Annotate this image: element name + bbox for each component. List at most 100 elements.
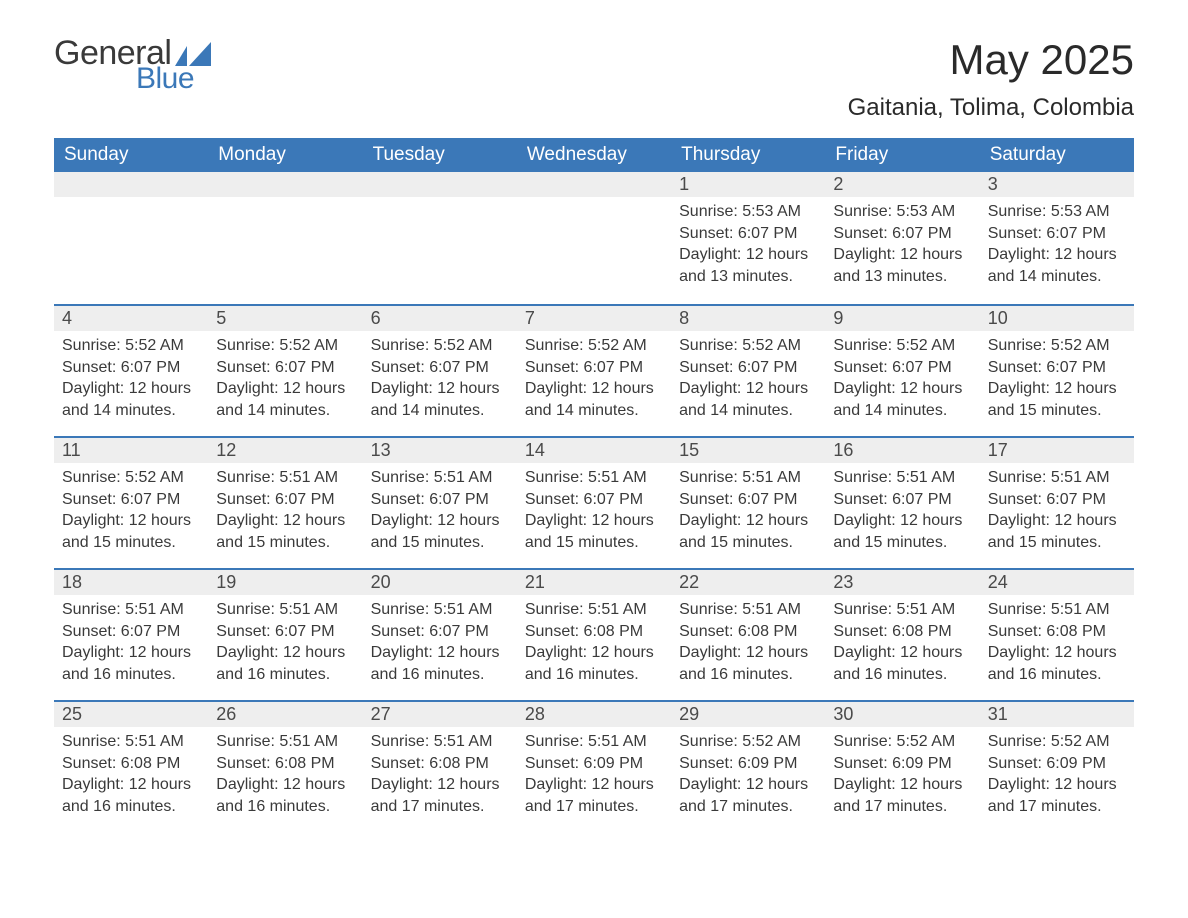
calendar-day-cell: 7Sunrise: 5:52 AMSunset: 6:07 PMDaylight… — [517, 304, 671, 436]
calendar-table: Sunday Monday Tuesday Wednesday Thursday… — [54, 138, 1134, 832]
calendar-day-cell: 20Sunrise: 5:51 AMSunset: 6:07 PMDayligh… — [363, 568, 517, 700]
calendar-day-cell: 24Sunrise: 5:51 AMSunset: 6:08 PMDayligh… — [980, 568, 1134, 700]
calendar-day-cell: 12Sunrise: 5:51 AMSunset: 6:07 PMDayligh… — [208, 436, 362, 568]
day-details: Sunrise: 5:52 AMSunset: 6:09 PMDaylight:… — [825, 727, 979, 827]
calendar-week-row: 1Sunrise: 5:53 AMSunset: 6:07 PMDaylight… — [54, 172, 1134, 304]
day-details: Sunrise: 5:52 AMSunset: 6:07 PMDaylight:… — [825, 331, 979, 431]
day-details: Sunrise: 5:51 AMSunset: 6:07 PMDaylight:… — [825, 463, 979, 563]
calendar-week-row: 4Sunrise: 5:52 AMSunset: 6:07 PMDaylight… — [54, 304, 1134, 436]
day-number: 4 — [54, 304, 208, 331]
day-details: Sunrise: 5:51 AMSunset: 6:09 PMDaylight:… — [517, 727, 671, 827]
day-details: Sunrise: 5:52 AMSunset: 6:07 PMDaylight:… — [54, 463, 208, 563]
calendar-day-cell: 28Sunrise: 5:51 AMSunset: 6:09 PMDayligh… — [517, 700, 671, 832]
calendar-day-cell: 9Sunrise: 5:52 AMSunset: 6:07 PMDaylight… — [825, 304, 979, 436]
day-number: 13 — [363, 436, 517, 463]
calendar-day-cell: 6Sunrise: 5:52 AMSunset: 6:07 PMDaylight… — [363, 304, 517, 436]
day-number — [363, 172, 517, 197]
day-details: Sunrise: 5:52 AMSunset: 6:07 PMDaylight:… — [517, 331, 671, 431]
day-details: Sunrise: 5:51 AMSunset: 6:07 PMDaylight:… — [671, 463, 825, 563]
day-number: 16 — [825, 436, 979, 463]
weekday-header-row: Sunday Monday Tuesday Wednesday Thursday… — [54, 138, 1134, 172]
calendar-day-cell: 11Sunrise: 5:52 AMSunset: 6:07 PMDayligh… — [54, 436, 208, 568]
day-number: 23 — [825, 568, 979, 595]
day-number: 22 — [671, 568, 825, 595]
day-details: Sunrise: 5:51 AMSunset: 6:07 PMDaylight:… — [363, 463, 517, 563]
day-details: Sunrise: 5:51 AMSunset: 6:08 PMDaylight:… — [671, 595, 825, 695]
calendar-day-cell: 4Sunrise: 5:52 AMSunset: 6:07 PMDaylight… — [54, 304, 208, 436]
day-details: Sunrise: 5:52 AMSunset: 6:07 PMDaylight:… — [208, 331, 362, 431]
weekday-header: Monday — [208, 138, 362, 172]
day-details: Sunrise: 5:51 AMSunset: 6:07 PMDaylight:… — [363, 595, 517, 695]
calendar-day-cell: 22Sunrise: 5:51 AMSunset: 6:08 PMDayligh… — [671, 568, 825, 700]
calendar-day-cell: 26Sunrise: 5:51 AMSunset: 6:08 PMDayligh… — [208, 700, 362, 832]
day-details: Sunrise: 5:51 AMSunset: 6:07 PMDaylight:… — [208, 595, 362, 695]
calendar-day-cell: 29Sunrise: 5:52 AMSunset: 6:09 PMDayligh… — [671, 700, 825, 832]
calendar-day-cell: 10Sunrise: 5:52 AMSunset: 6:07 PMDayligh… — [980, 304, 1134, 436]
calendar-day-cell: 21Sunrise: 5:51 AMSunset: 6:08 PMDayligh… — [517, 568, 671, 700]
weekday-header: Thursday — [671, 138, 825, 172]
day-details: Sunrise: 5:51 AMSunset: 6:07 PMDaylight:… — [54, 595, 208, 695]
day-number — [208, 172, 362, 197]
day-number — [517, 172, 671, 197]
calendar-day-cell: 27Sunrise: 5:51 AMSunset: 6:08 PMDayligh… — [363, 700, 517, 832]
day-number: 7 — [517, 304, 671, 331]
day-number: 8 — [671, 304, 825, 331]
weekday-header: Friday — [825, 138, 979, 172]
calendar-week-row: 25Sunrise: 5:51 AMSunset: 6:08 PMDayligh… — [54, 700, 1134, 832]
day-number: 11 — [54, 436, 208, 463]
day-number: 29 — [671, 700, 825, 727]
calendar-day-cell: 18Sunrise: 5:51 AMSunset: 6:07 PMDayligh… — [54, 568, 208, 700]
day-number: 3 — [980, 172, 1134, 197]
calendar-day-cell — [54, 172, 208, 304]
day-details: Sunrise: 5:52 AMSunset: 6:07 PMDaylight:… — [363, 331, 517, 431]
day-details: Sunrise: 5:52 AMSunset: 6:07 PMDaylight:… — [980, 331, 1134, 431]
page-subtitle: Gaitania, Tolima, Colombia — [848, 94, 1134, 122]
day-details: Sunrise: 5:51 AMSunset: 6:08 PMDaylight:… — [980, 595, 1134, 695]
day-details: Sunrise: 5:51 AMSunset: 6:07 PMDaylight:… — [208, 463, 362, 563]
day-number: 14 — [517, 436, 671, 463]
day-number: 5 — [208, 304, 362, 331]
calendar-day-cell: 2Sunrise: 5:53 AMSunset: 6:07 PMDaylight… — [825, 172, 979, 304]
calendar-day-cell: 30Sunrise: 5:52 AMSunset: 6:09 PMDayligh… — [825, 700, 979, 832]
calendar-day-cell: 8Sunrise: 5:52 AMSunset: 6:07 PMDaylight… — [671, 304, 825, 436]
logo: General Blue — [54, 36, 211, 94]
calendar-day-cell: 31Sunrise: 5:52 AMSunset: 6:09 PMDayligh… — [980, 700, 1134, 832]
day-number: 17 — [980, 436, 1134, 463]
day-number: 24 — [980, 568, 1134, 595]
calendar-day-cell: 19Sunrise: 5:51 AMSunset: 6:07 PMDayligh… — [208, 568, 362, 700]
calendar-day-cell — [363, 172, 517, 304]
calendar-day-cell: 15Sunrise: 5:51 AMSunset: 6:07 PMDayligh… — [671, 436, 825, 568]
day-number: 9 — [825, 304, 979, 331]
calendar-day-cell: 3Sunrise: 5:53 AMSunset: 6:07 PMDaylight… — [980, 172, 1134, 304]
day-number: 27 — [363, 700, 517, 727]
day-number: 6 — [363, 304, 517, 331]
calendar-day-cell: 14Sunrise: 5:51 AMSunset: 6:07 PMDayligh… — [517, 436, 671, 568]
day-details: Sunrise: 5:51 AMSunset: 6:07 PMDaylight:… — [980, 463, 1134, 563]
day-details: Sunrise: 5:51 AMSunset: 6:08 PMDaylight:… — [517, 595, 671, 695]
day-details: Sunrise: 5:52 AMSunset: 6:07 PMDaylight:… — [54, 331, 208, 431]
logo-word2: Blue — [136, 64, 194, 94]
day-number: 10 — [980, 304, 1134, 331]
calendar-day-cell: 16Sunrise: 5:51 AMSunset: 6:07 PMDayligh… — [825, 436, 979, 568]
day-number — [54, 172, 208, 197]
weekday-header: Sunday — [54, 138, 208, 172]
day-details: Sunrise: 5:51 AMSunset: 6:08 PMDaylight:… — [54, 727, 208, 827]
header: General Blue May 2025 Gaitania, Tolima, … — [54, 36, 1134, 122]
weekday-header: Wednesday — [517, 138, 671, 172]
calendar-day-cell — [208, 172, 362, 304]
day-details: Sunrise: 5:52 AMSunset: 6:09 PMDaylight:… — [980, 727, 1134, 827]
day-details: Sunrise: 5:51 AMSunset: 6:08 PMDaylight:… — [208, 727, 362, 827]
day-number: 19 — [208, 568, 362, 595]
calendar-week-row: 11Sunrise: 5:52 AMSunset: 6:07 PMDayligh… — [54, 436, 1134, 568]
calendar-day-cell — [517, 172, 671, 304]
day-number: 18 — [54, 568, 208, 595]
calendar-day-cell: 25Sunrise: 5:51 AMSunset: 6:08 PMDayligh… — [54, 700, 208, 832]
day-details: Sunrise: 5:52 AMSunset: 6:07 PMDaylight:… — [671, 331, 825, 431]
day-number: 25 — [54, 700, 208, 727]
day-number: 30 — [825, 700, 979, 727]
calendar-day-cell: 1Sunrise: 5:53 AMSunset: 6:07 PMDaylight… — [671, 172, 825, 304]
day-number: 15 — [671, 436, 825, 463]
day-details: Sunrise: 5:53 AMSunset: 6:07 PMDaylight:… — [671, 197, 825, 297]
calendar-day-cell: 23Sunrise: 5:51 AMSunset: 6:08 PMDayligh… — [825, 568, 979, 700]
day-number: 20 — [363, 568, 517, 595]
